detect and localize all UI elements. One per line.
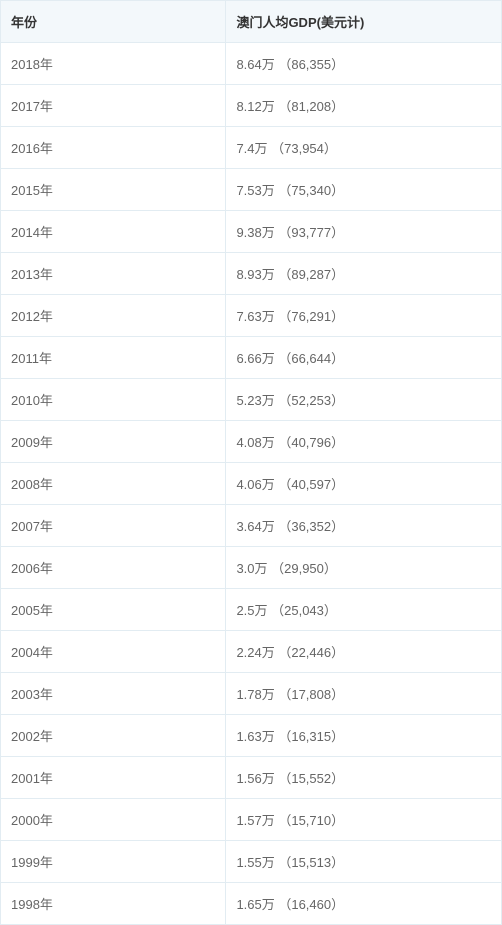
table-row: 2000年1.57万 （15,710） <box>1 799 502 841</box>
cell-gdp: 5.23万 （52,253） <box>226 379 502 421</box>
table-row: 2014年9.38万 （93,777） <box>1 211 502 253</box>
cell-gdp: 8.64万 （86,355） <box>226 43 502 85</box>
table-row: 2015年7.53万 （75,340） <box>1 169 502 211</box>
col-header-gdp: 澳门人均GDP(美元计) <box>226 1 502 43</box>
cell-year: 2004年 <box>1 631 226 673</box>
cell-gdp: 3.0万 （29,950） <box>226 547 502 589</box>
cell-year: 2010年 <box>1 379 226 421</box>
table-row: 2005年2.5万 （25,043） <box>1 589 502 631</box>
table-row: 2013年8.93万 （89,287） <box>1 253 502 295</box>
cell-year: 2015年 <box>1 169 226 211</box>
cell-gdp: 4.06万 （40,597） <box>226 463 502 505</box>
cell-year: 2013年 <box>1 253 226 295</box>
cell-gdp: 4.08万 （40,796） <box>226 421 502 463</box>
cell-year: 2006年 <box>1 547 226 589</box>
table-body: 2018年8.64万 （86,355）2017年8.12万 （81,208）20… <box>1 43 502 925</box>
cell-gdp: 6.66万 （66,644） <box>226 337 502 379</box>
cell-gdp: 1.78万 （17,808） <box>226 673 502 715</box>
cell-year: 2012年 <box>1 295 226 337</box>
cell-gdp: 8.93万 （89,287） <box>226 253 502 295</box>
cell-gdp: 7.53万 （75,340） <box>226 169 502 211</box>
cell-gdp: 1.65万 （16,460） <box>226 883 502 925</box>
table-row: 2010年5.23万 （52,253） <box>1 379 502 421</box>
table-row: 2004年2.24万 （22,446） <box>1 631 502 673</box>
cell-year: 2017年 <box>1 85 226 127</box>
gdp-table: 年份 澳门人均GDP(美元计) 2018年8.64万 （86,355）2017年… <box>0 0 502 925</box>
cell-gdp: 3.64万 （36,352） <box>226 505 502 547</box>
cell-year: 1999年 <box>1 841 226 883</box>
cell-year: 2009年 <box>1 421 226 463</box>
cell-gdp: 2.5万 （25,043） <box>226 589 502 631</box>
cell-year: 2000年 <box>1 799 226 841</box>
cell-year: 1998年 <box>1 883 226 925</box>
cell-year: 2001年 <box>1 757 226 799</box>
col-header-year: 年份 <box>1 1 226 43</box>
cell-year: 2016年 <box>1 127 226 169</box>
cell-gdp: 7.4万 （73,954） <box>226 127 502 169</box>
table-row: 2012年7.63万 （76,291） <box>1 295 502 337</box>
cell-year: 2011年 <box>1 337 226 379</box>
table-row: 1999年1.55万 （15,513） <box>1 841 502 883</box>
table-row: 2006年3.0万 （29,950） <box>1 547 502 589</box>
cell-gdp: 1.63万 （16,315） <box>226 715 502 757</box>
cell-year: 2002年 <box>1 715 226 757</box>
table-row: 2007年3.64万 （36,352） <box>1 505 502 547</box>
table-row: 1998年1.65万 （16,460） <box>1 883 502 925</box>
table-row: 2017年8.12万 （81,208） <box>1 85 502 127</box>
cell-year: 2005年 <box>1 589 226 631</box>
table-row: 2018年8.64万 （86,355） <box>1 43 502 85</box>
cell-gdp: 1.56万 （15,552） <box>226 757 502 799</box>
cell-year: 2014年 <box>1 211 226 253</box>
table-header-row: 年份 澳门人均GDP(美元计) <box>1 1 502 43</box>
cell-year: 2003年 <box>1 673 226 715</box>
cell-gdp: 9.38万 （93,777） <box>226 211 502 253</box>
cell-gdp: 1.57万 （15,710） <box>226 799 502 841</box>
table-row: 2002年1.63万 （16,315） <box>1 715 502 757</box>
cell-gdp: 2.24万 （22,446） <box>226 631 502 673</box>
table-row: 2016年7.4万 （73,954） <box>1 127 502 169</box>
table-row: 2008年4.06万 （40,597） <box>1 463 502 505</box>
table-row: 2001年1.56万 （15,552） <box>1 757 502 799</box>
cell-gdp: 7.63万 （76,291） <box>226 295 502 337</box>
cell-gdp: 1.55万 （15,513） <box>226 841 502 883</box>
cell-year: 2007年 <box>1 505 226 547</box>
table-row: 2011年6.66万 （66,644） <box>1 337 502 379</box>
cell-gdp: 8.12万 （81,208） <box>226 85 502 127</box>
table-row: 2009年4.08万 （40,796） <box>1 421 502 463</box>
cell-year: 2018年 <box>1 43 226 85</box>
table-row: 2003年1.78万 （17,808） <box>1 673 502 715</box>
cell-year: 2008年 <box>1 463 226 505</box>
